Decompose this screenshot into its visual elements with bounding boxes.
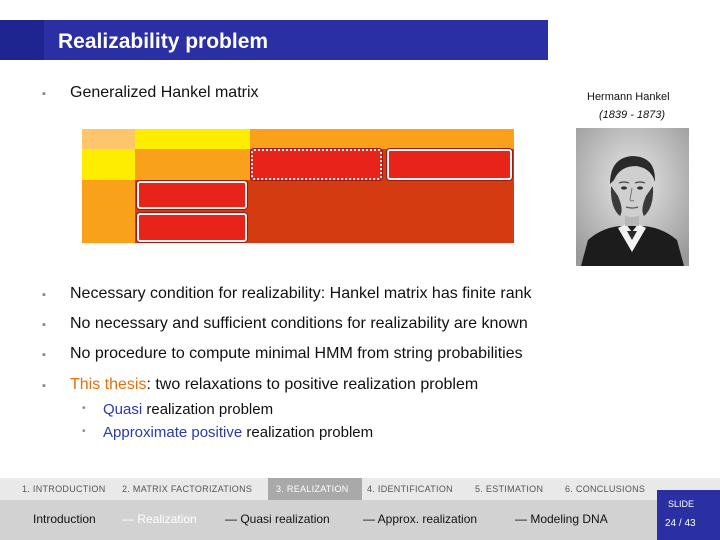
title-bar [0,20,548,60]
title-accent [0,20,44,60]
bullet-marker: ▪ [42,289,46,301]
nav-section-conclusions[interactable]: 6. CONCLUSIONS [565,484,646,494]
sub-bullet-marker: • [82,403,86,414]
approx-rest: realization problem [242,424,374,441]
this-thesis-highlight: This thesis [70,376,147,393]
portrait-dates: (1839 - 1873) [599,109,666,121]
matrix-block-lower-2 [137,213,247,242]
hankel-portrait [576,128,689,266]
subsection-nav-bar [0,500,720,540]
bullet-marker: ▪ [42,88,46,100]
nav-section-realization[interactable]: 3. REALIZATION [276,484,349,494]
sub-bullet-marker: • [82,426,86,437]
nav-section-estimation[interactable]: 5. ESTIMATION [475,484,544,494]
matrix-cell-top-orange [250,129,514,149]
slide-label: SLIDE [668,499,695,509]
slide-number: 24 / 43 [665,518,696,529]
nav-sub-modeling-dna[interactable]: — Modeling DNA [515,512,608,526]
nav-sub-approx-realization[interactable]: — Approx. realization [363,512,478,526]
slide-counter-box [657,490,720,540]
matrix-cell-top-yellow [135,129,250,149]
nav-sub-quasi-realization[interactable]: — Quasi realization [225,512,330,526]
bullet-marker: ▪ [42,380,46,392]
quasi-highlight: Quasi [103,401,143,418]
quasi-rest: realization problem [142,401,274,418]
sub-bullet-quasi: Quasi realization problem [103,401,273,418]
nav-section-matrix-factorizations[interactable]: 2. MATRIX FACTORIZATIONS [122,484,253,494]
nav-section-identification[interactable]: 4. IDENTIFICATION [367,484,453,494]
bullet-no-procedure: No procedure to compute minimal HMM from… [70,345,523,362]
nav-sub-realization[interactable]: — Realization [122,512,197,526]
matrix-cell-left-yellow [82,149,135,180]
bullet-hankel: Generalized Hankel matrix [70,84,259,101]
bullet-marker: ▪ [42,319,46,331]
matrix-block-lower-1 [137,181,247,209]
approx-highlight: Approximate positive [103,424,243,441]
matrix-cell-corner [82,129,135,149]
matrix-cell-mid-orange [135,149,250,180]
portrait-name: Hermann Hankel [587,91,670,103]
this-thesis-rest: : two relaxations to positive realizatio… [146,376,479,393]
matrix-block-dotted [251,149,382,180]
hankel-matrix-diagram [82,129,514,243]
bullet-no-conditions: No necessary and sufficient conditions f… [70,315,528,332]
sub-bullet-approx: Approximate positive realization problem [103,424,373,441]
nav-sub-introduction[interactable]: Introduction [33,512,96,526]
section-nav-active-bg [268,478,362,500]
bullet-finite-rank: Necessary condition for realizability: H… [70,285,532,302]
matrix-block-right [387,149,512,180]
bullet-marker: ▪ [42,349,46,361]
slide-title: Realizability problem [58,30,269,53]
nav-section-introduction[interactable]: 1. INTRODUCTION [22,484,106,494]
bullet-this-thesis: This thesis: two relaxations to positive… [70,376,478,394]
portrait-image [576,128,689,266]
matrix-cell-left-orange [82,180,135,243]
